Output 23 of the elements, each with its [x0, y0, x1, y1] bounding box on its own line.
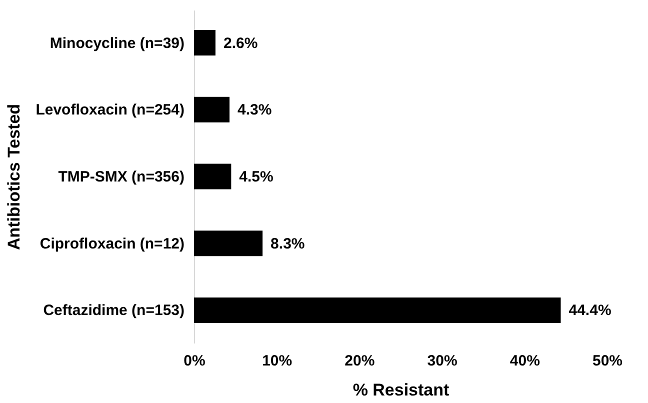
x-tick-label: 10% [262, 352, 292, 370]
x-tick-label: 30% [427, 352, 458, 370]
bar [194, 96, 230, 122]
y-tick-label: TMP-SMX (n=356) [58, 168, 184, 186]
bar [194, 298, 561, 323]
x-tick-label: 0% [184, 352, 206, 370]
x-tick-label: 50% [592, 352, 623, 370]
data-label: 4.3% [238, 102, 272, 119]
x-tick-label: 40% [510, 352, 540, 370]
x-tick-label: 20% [344, 352, 375, 370]
data-label: 8.3% [270, 235, 305, 252]
y-tick-label: Minocycline (n=39) [50, 34, 184, 52]
x-axis-title: % Resistant [352, 380, 450, 400]
bar [194, 30, 216, 56]
y-tick-label: Ceftazidime (n=153) [43, 302, 184, 320]
bar [194, 230, 263, 256]
data-label: 2.6% [223, 34, 258, 52]
data-label: 4.5% [239, 168, 274, 186]
y-tick-label: Levofloxacin (n=254) [36, 102, 184, 119]
y-tick-label: Ciprofloxacin (n=12) [40, 235, 185, 252]
bar [194, 164, 232, 190]
y-axis-title: Antibiotics Tested [4, 104, 24, 250]
data-label: 44.4% [568, 302, 612, 320]
